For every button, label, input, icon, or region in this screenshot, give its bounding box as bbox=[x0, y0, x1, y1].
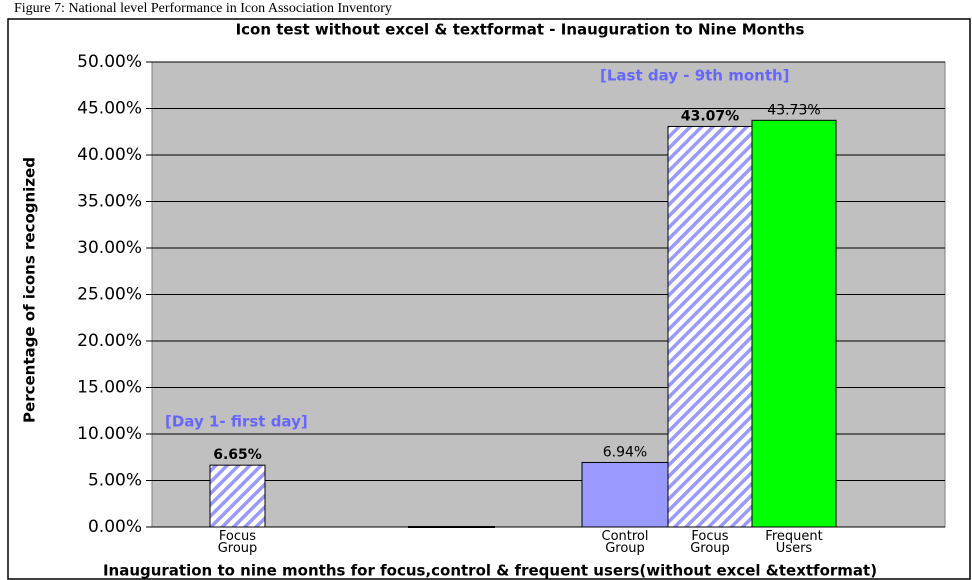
value-label: 43.07% bbox=[681, 108, 739, 124]
annotation: [Day 1- first day] bbox=[165, 413, 308, 431]
annotation: [Last day - 9th month] bbox=[600, 67, 790, 85]
y-tick-label: 0.00% bbox=[88, 517, 142, 537]
value-label: 43.73% bbox=[767, 102, 820, 118]
bar bbox=[581, 461, 669, 528]
y-tick-label: 5.00% bbox=[88, 471, 142, 491]
value-label: 6.94% bbox=[603, 444, 647, 460]
x-tick-label: Frequent Users bbox=[765, 529, 823, 556]
y-tick-label: 40.00% bbox=[77, 145, 142, 165]
chart-title: Icon test without excel & textformat - I… bbox=[236, 21, 805, 39]
value-label: 6.65% bbox=[213, 447, 262, 463]
bar bbox=[751, 119, 837, 528]
y-tick-label: 35.00% bbox=[77, 192, 142, 212]
figure-caption: Figure 7: National level Performance in … bbox=[14, 1, 392, 16]
y-tick-label: 20.00% bbox=[77, 331, 142, 351]
bar bbox=[667, 125, 753, 528]
y-axis-label: Percentage of icons recognized bbox=[21, 157, 39, 423]
x-tick-label: Focus Group bbox=[690, 529, 730, 556]
x-tick-label: Control Group bbox=[601, 529, 649, 556]
x-tick-label: Focus Group bbox=[217, 529, 258, 556]
y-tick-label: 10.00% bbox=[77, 424, 142, 444]
y-tick-label: 30.00% bbox=[77, 238, 142, 258]
y-tick-label: 15.00% bbox=[77, 378, 142, 398]
y-tick-label: 50.00% bbox=[77, 52, 142, 72]
bar bbox=[209, 464, 266, 528]
x-axis-label: Inauguration to nine months for focus,co… bbox=[103, 562, 877, 580]
y-tick-label: 45.00% bbox=[77, 99, 142, 119]
y-tick-label: 25.00% bbox=[77, 285, 142, 305]
